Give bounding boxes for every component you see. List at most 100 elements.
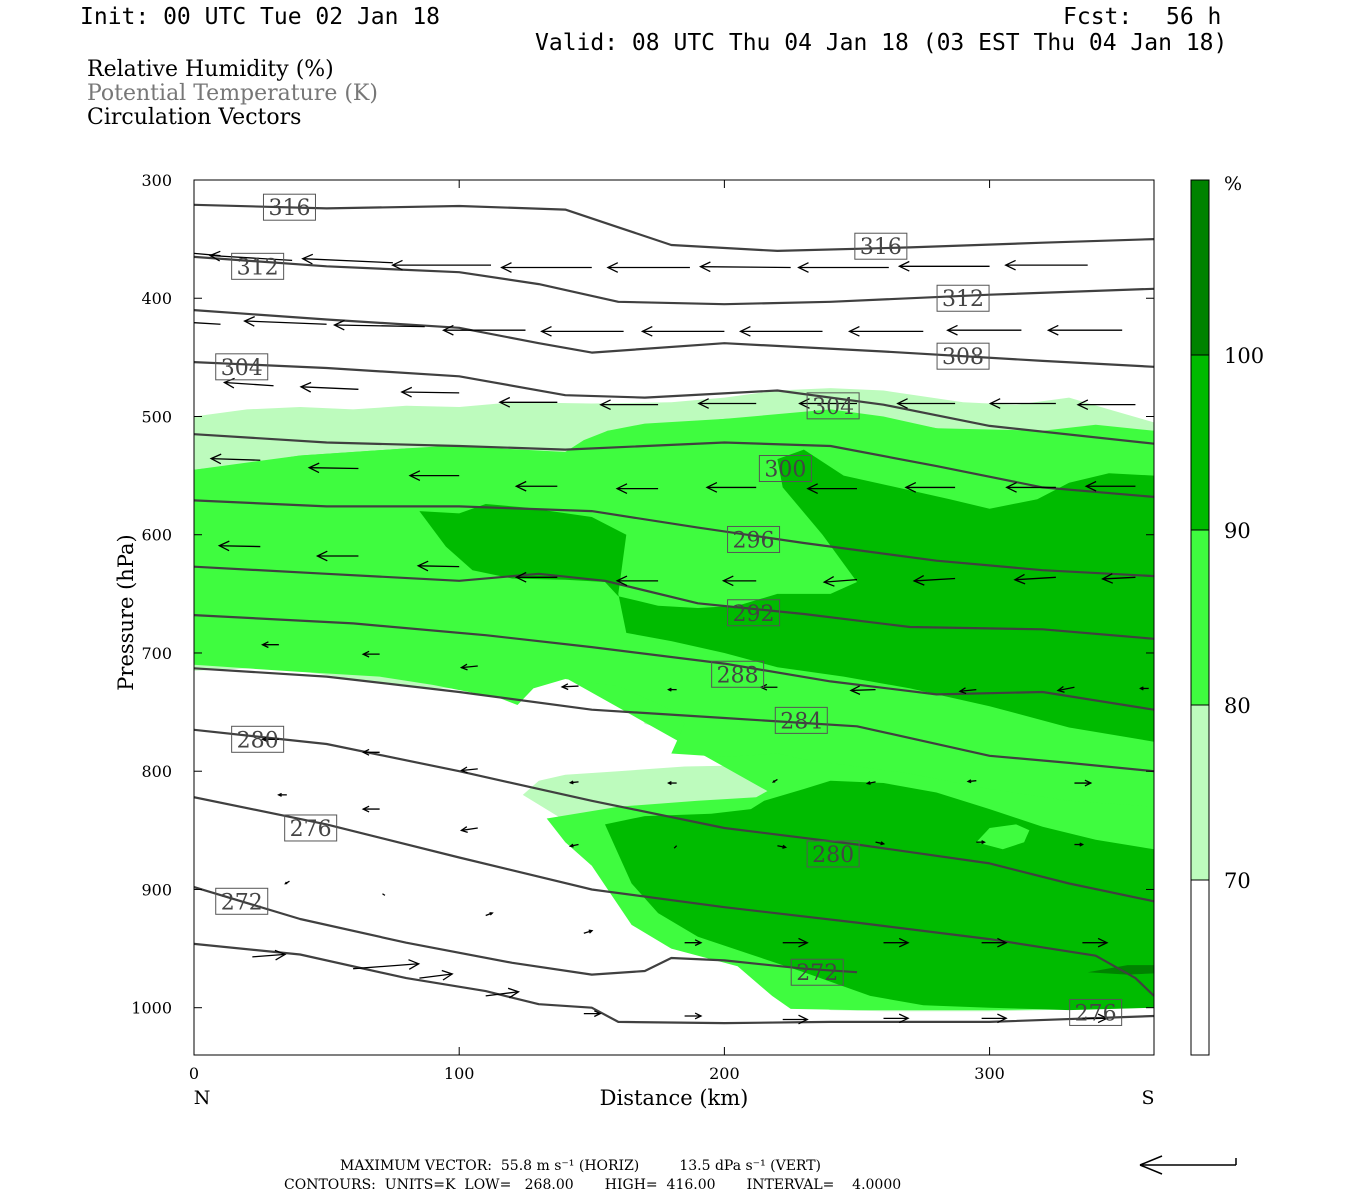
circulation-vector (540, 326, 624, 337)
circulation-vector (400, 386, 460, 398)
reference-vector-arrow (1139, 1155, 1237, 1175)
circulation-vector (904, 482, 956, 493)
circulation-vector (353, 959, 421, 970)
circulation-vector (583, 929, 594, 934)
y-tick-label: 600 (141, 526, 172, 545)
circulation-vector (797, 262, 889, 273)
theta-contour-296 (194, 499, 1154, 578)
circulation-vector (261, 641, 279, 649)
circulation-vector (194, 322, 221, 325)
circulation-vector (1076, 399, 1136, 410)
circulation-vector (667, 687, 677, 692)
circulation-vector (568, 843, 579, 848)
circulation-vector (684, 1012, 703, 1020)
circulation-vector (1084, 480, 1136, 492)
theta-contour-312 (194, 255, 1154, 306)
circulation-vector (782, 1014, 809, 1025)
circulation-vector (896, 398, 956, 409)
circulation-vector (583, 1010, 602, 1018)
rh-island-80-0 (976, 824, 1030, 850)
circulation-vector (361, 748, 380, 756)
circulation-vector (194, 252, 221, 257)
contour-label-312: 312 (936, 284, 990, 312)
contour-label-276: 276 (1069, 998, 1123, 1026)
circulation-vector (307, 462, 359, 474)
colorbar-label: 70 (1224, 869, 1251, 893)
colorbar-segment (1191, 355, 1209, 530)
forecast-hour: 56 h (1166, 4, 1222, 30)
contour-info: CONTOURS: UNITS=K LOW= 268.00 HIGH= 416.… (284, 1177, 902, 1193)
contour-label-284: 284 (774, 706, 828, 734)
contour-label-296: 296 (727, 525, 781, 553)
circulation-vector (1046, 324, 1123, 336)
circulation-vector (875, 841, 886, 846)
circulation-vector (261, 735, 279, 743)
svg-text:272: 272 (221, 890, 263, 915)
svg-text:284: 284 (780, 709, 822, 734)
theta-contour-268 (194, 942, 1154, 1025)
contour-label-300: 300 (758, 455, 812, 483)
theta-contour-280 (194, 728, 1154, 903)
theta-contour-316 (194, 203, 1154, 252)
circulation-vector (243, 316, 327, 327)
y-tick-label: 1000 (131, 999, 172, 1018)
circulation-vector (847, 326, 924, 337)
contour-label-312: 312 (231, 252, 285, 280)
circulation-vector (1013, 573, 1056, 585)
circulation-vector (782, 937, 809, 948)
circulation-vector (865, 780, 876, 785)
contour-label-280: 280 (231, 725, 285, 753)
colorbar-label: 90 (1224, 519, 1251, 543)
circulation-vector (946, 324, 1022, 336)
circulation-vector (897, 260, 990, 272)
max-vector-info: MAXIMUM VECTOR: 55.8 m s⁻¹ (HORIZ) 13.5 … (340, 1158, 822, 1174)
svg-text:312: 312 (942, 287, 984, 312)
contour-label-304: 304 (215, 353, 269, 381)
circulation-vector (1074, 842, 1085, 847)
circulation-vector (1004, 259, 1088, 271)
circulation-vector (599, 399, 659, 410)
colorbar-frame (1190, 179, 1210, 1056)
circulation-vector (640, 326, 725, 337)
circulation-vector (615, 483, 659, 494)
circulation-vector (966, 779, 977, 784)
y-tick-label: 900 (141, 880, 172, 899)
svg-text:308: 308 (942, 345, 984, 370)
circulation-vector (459, 766, 478, 774)
x-tick-label: 0 (189, 1064, 199, 1083)
svg-text:288: 288 (717, 663, 759, 688)
circulation-vector (883, 1013, 910, 1024)
circulation-vector (1005, 482, 1056, 493)
contour-label-292: 292 (727, 599, 781, 627)
rh-region-90-3 (419, 449, 1154, 742)
colorbar-segment (1191, 180, 1209, 355)
contour-label-272: 272 (790, 958, 844, 986)
north-label: N (194, 1087, 211, 1109)
circulation-vector (771, 778, 778, 783)
svg-text:292: 292 (733, 602, 775, 627)
circulation-vector (209, 453, 261, 465)
circulation-vector (912, 575, 956, 586)
circulation-vector (1056, 685, 1075, 693)
svg-text:304: 304 (812, 395, 854, 420)
svg-text:280: 280 (237, 728, 279, 753)
circulation-vector (1139, 686, 1149, 691)
y-tick-label: 700 (141, 644, 172, 663)
circulation-vector (442, 324, 526, 336)
contour-label-316: 316 (262, 193, 316, 221)
circulation-vector (721, 575, 757, 587)
circulation-vector (299, 381, 359, 393)
init-time: Init: 00 UTC Tue 02 Jan 18 (80, 4, 441, 30)
south-label: S (1141, 1087, 1154, 1109)
circulation-vector (252, 949, 287, 961)
circulation-vector (459, 663, 478, 671)
circulation-vector (806, 483, 857, 494)
circulation-vector (277, 792, 287, 797)
colorbar-segment (1191, 880, 1209, 1055)
circulation-vector (699, 261, 791, 273)
theta-contour-276 (194, 796, 1154, 997)
circulation-vector (382, 893, 386, 896)
theta-contour-304 (194, 361, 1154, 445)
circulation-vector (568, 780, 579, 785)
circulation-vector (1082, 1013, 1109, 1024)
